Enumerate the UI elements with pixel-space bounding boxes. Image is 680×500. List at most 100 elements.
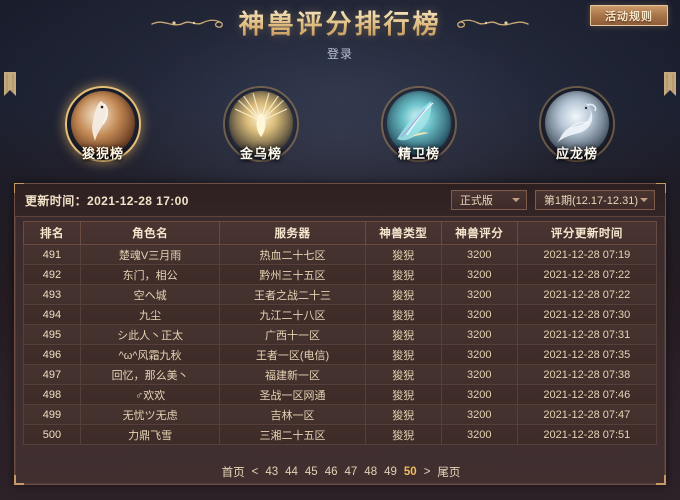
right-flourish-icon bbox=[456, 19, 529, 28]
tab-label: 狻猊榜 bbox=[81, 146, 124, 161]
pagination-page-48[interactable]: 48 bbox=[364, 466, 378, 478]
pagination-page-47[interactable]: 47 bbox=[344, 466, 358, 478]
period-select-value: 第1期(12.17-12.31) bbox=[543, 195, 638, 207]
type-cell: 狻猊 bbox=[364, 244, 442, 265]
time-cell: 2021-12-28 07:22 bbox=[516, 264, 658, 285]
col-time: 评分更新时间 bbox=[516, 221, 658, 245]
table-row: 494 九尘 九江二十八区 狻猊 3200 2021-12-28 07:30 bbox=[23, 304, 658, 325]
table-row: 498 ♂欢欢 圣战一区网通 狻猊 3200 2021-12-28 07:46 bbox=[23, 384, 658, 405]
type-cell: 狻猊 bbox=[364, 404, 442, 425]
chevron-down-icon bbox=[640, 198, 648, 202]
time-cell: 2021-12-28 07:51 bbox=[516, 424, 658, 445]
name-cell: 回忆，那么美丶 bbox=[79, 364, 221, 385]
tab-label: 精卫榜 bbox=[397, 146, 440, 161]
table-header-row: 排名 角色名 服务器 神兽类型 神兽评分 评分更新时间 bbox=[23, 221, 658, 245]
period-select[interactable]: 第1期(12.17-12.31) bbox=[534, 190, 655, 210]
pagination-first[interactable]: 首页 bbox=[221, 467, 245, 479]
type-cell: 狻猊 bbox=[364, 424, 442, 445]
tab-jingwei[interactable]: 精卫榜 bbox=[378, 86, 460, 168]
server-cell: 热血二十七区 bbox=[219, 244, 366, 265]
type-cell: 狻猊 bbox=[364, 364, 442, 385]
score-cell: 3200 bbox=[440, 244, 518, 265]
rank-cell: 498 bbox=[23, 384, 81, 405]
version-select-value: 正式版 bbox=[459, 195, 493, 207]
table-row: 491 楚魂V三月雨 热血二十七区 狻猊 3200 2021-12-28 07:19 bbox=[23, 244, 658, 265]
tab-yinglong[interactable]: 应龙榜 bbox=[536, 86, 618, 168]
col-server: 服务器 bbox=[219, 221, 366, 245]
tab-jinwu[interactable]: 金乌榜 bbox=[220, 86, 302, 168]
version-select[interactable]: 正式版 bbox=[450, 190, 527, 210]
pagination-prev[interactable]: < bbox=[251, 466, 259, 478]
name-cell: 楚魂V三月雨 bbox=[79, 244, 221, 265]
type-cell: 狻猊 bbox=[364, 284, 442, 305]
left-flourish-icon bbox=[151, 19, 224, 28]
type-cell: 狻猊 bbox=[364, 304, 442, 325]
ranking-table: 排名 角色名 服务器 神兽类型 神兽评分 评分更新时间 491 楚魂V三月雨 热血二… bbox=[23, 221, 658, 445]
pagination-page-43[interactable]: 43 bbox=[265, 466, 279, 478]
time-cell: 2021-12-28 07:30 bbox=[516, 304, 658, 325]
server-cell: 福建新一区 bbox=[219, 364, 366, 385]
name-cell: ^ω^风霜九秋 bbox=[79, 344, 221, 365]
rank-cell: 493 bbox=[23, 284, 81, 305]
rank-cell: 492 bbox=[23, 264, 81, 285]
tab-ring bbox=[381, 86, 457, 162]
activity-rules-button[interactable]: 活动规则 bbox=[590, 5, 668, 26]
name-cell: 九尘 bbox=[79, 304, 221, 325]
score-cell: 3200 bbox=[440, 304, 518, 325]
col-score: 神兽评分 bbox=[440, 221, 518, 245]
tab-suanni[interactable]: 狻猊榜 bbox=[62, 86, 144, 168]
corner-ornament bbox=[656, 475, 666, 485]
time-cell: 2021-12-28 07:19 bbox=[516, 244, 658, 265]
time-cell: 2021-12-28 07:38 bbox=[516, 364, 658, 385]
page-title: 神兽评分排行榜 bbox=[238, 4, 441, 41]
ranking-panel: 更新时间：2021-12-28 17:00 正式版 第1期(12.17-12.3… bbox=[14, 183, 666, 485]
type-cell: 狻猊 bbox=[364, 324, 442, 345]
name-cell: 东门，相公 bbox=[79, 264, 221, 285]
score-cell: 3200 bbox=[440, 284, 518, 305]
pagination-page-44[interactable]: 44 bbox=[285, 466, 298, 478]
server-cell: 王者一区(电信) bbox=[219, 344, 366, 365]
name-cell: 空ヘ城 bbox=[79, 284, 221, 305]
tab-ring bbox=[539, 86, 615, 162]
tab-ring bbox=[65, 86, 141, 162]
panel-toolbar: 更新时间：2021-12-28 17:00 正式版 第1期(12.17-12.3… bbox=[15, 184, 665, 217]
pagination-page-46[interactable]: 46 bbox=[324, 466, 338, 478]
left-ribbon-icon bbox=[4, 72, 16, 96]
table-row: 499 无忧ツ无虑 吉林一区 狻猊 3200 2021-12-28 07:47 bbox=[23, 404, 658, 425]
tab-label: 应龙榜 bbox=[555, 146, 598, 161]
rank-cell: 494 bbox=[23, 304, 81, 325]
server-cell: 圣战一区网通 bbox=[219, 384, 366, 405]
pagination-page-50[interactable]: 50 bbox=[403, 466, 417, 478]
rank-cell: 495 bbox=[23, 324, 81, 345]
login-link[interactable]: 登录 bbox=[326, 47, 353, 61]
pagination-last[interactable]: 尾页 bbox=[437, 467, 461, 479]
score-cell: 3200 bbox=[440, 344, 518, 365]
time-cell: 2021-12-28 07:47 bbox=[516, 404, 658, 425]
pagination-next[interactable]: > bbox=[423, 466, 431, 478]
filter-selects: 正式版 第1期(12.17-12.31) bbox=[450, 190, 655, 210]
score-cell: 3200 bbox=[440, 424, 518, 445]
right-ribbon-icon bbox=[664, 72, 676, 96]
name-cell: シ此人丶正太 bbox=[79, 324, 221, 345]
update-time-label: 更新时间：2021-12-28 17:00 bbox=[25, 193, 189, 208]
table-body: 491 楚魂V三月雨 热血二十七区 狻猊 3200 2021-12-28 07:19 492… bbox=[23, 244, 658, 445]
hero-banner: 神兽评分排行榜 登录 活动规则 狻猊榜 bbox=[0, 0, 680, 182]
tab-ring bbox=[223, 86, 299, 162]
type-cell: 狻猊 bbox=[364, 344, 442, 365]
table-wrap: 排名 角色名 服务器 神兽类型 神兽评分 评分更新时间 491 楚魂V三月雨 热血二… bbox=[15, 217, 665, 445]
chevron-down-icon bbox=[511, 198, 520, 202]
time-cell: 2021-12-28 07:31 bbox=[516, 324, 658, 345]
rank-cell: 497 bbox=[23, 364, 81, 385]
pagination-page-45[interactable]: 45 bbox=[304, 466, 318, 478]
pagination-page-49[interactable]: 49 bbox=[384, 466, 397, 478]
time-cell: 2021-12-28 07:22 bbox=[516, 284, 658, 305]
time-cell: 2021-12-28 07:46 bbox=[516, 384, 658, 405]
table-row: 493 空ヘ城 王者之战二十三 狻猊 3200 2021-12-28 07:22 bbox=[23, 284, 658, 305]
name-cell: 无忧ツ无虑 bbox=[79, 404, 221, 425]
beast-tabs: 狻猊榜 金乌榜 bbox=[0, 86, 680, 168]
score-cell: 3200 bbox=[440, 324, 518, 345]
table-row: 496 ^ω^风霜九秋 王者一区(电信) 狻猊 3200 2021-12-28 07:35 bbox=[23, 344, 658, 365]
table-row: 492 东门，相公 黔州三十五区 狻猊 3200 2021-12-28 07:22 bbox=[23, 264, 658, 285]
corner-ornament bbox=[14, 475, 24, 485]
server-cell: 吉林一区 bbox=[219, 404, 366, 425]
